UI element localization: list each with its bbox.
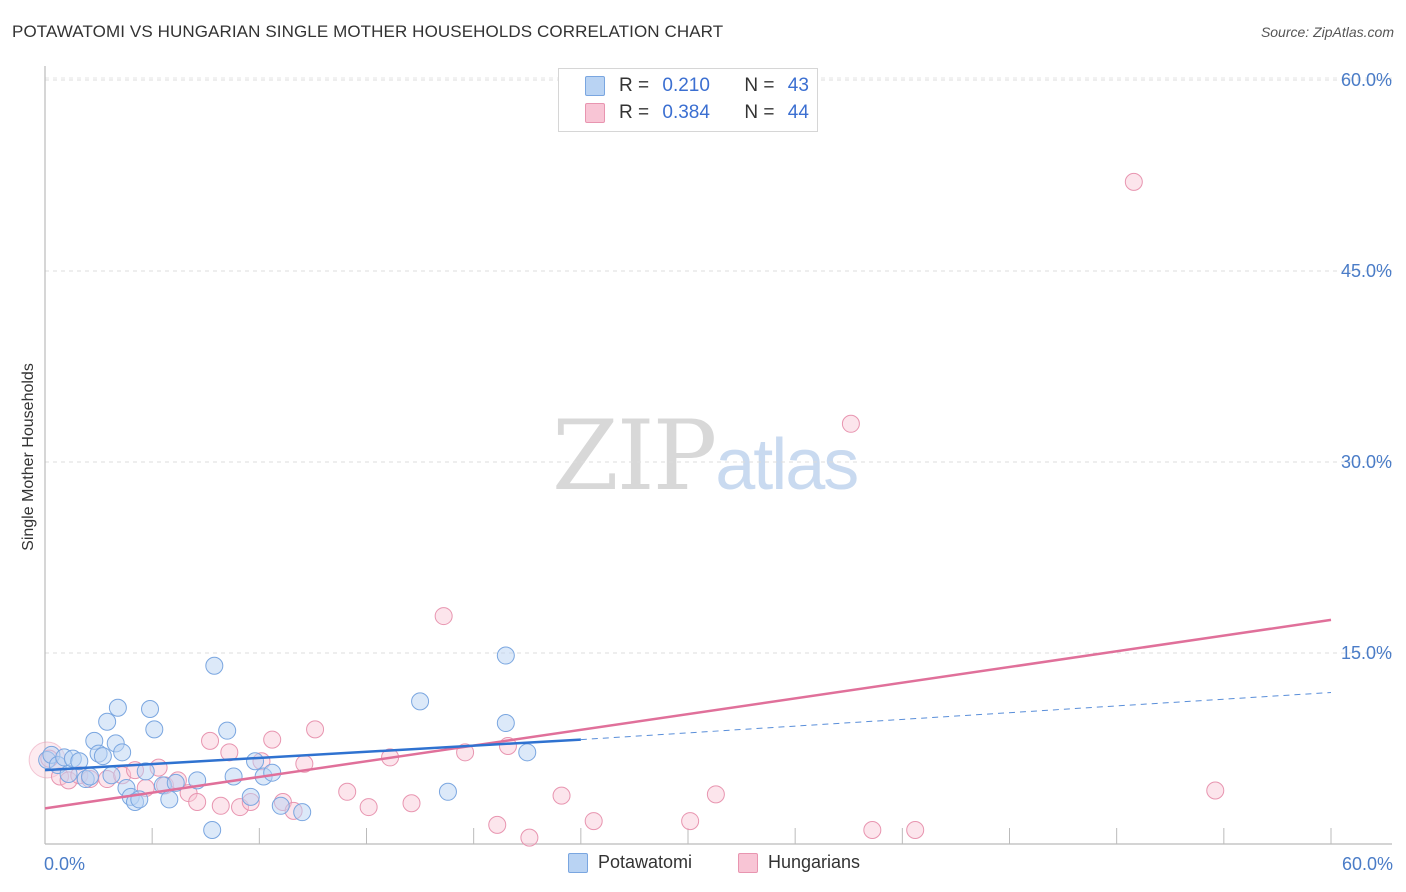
data-point — [201, 731, 220, 750]
data-point — [160, 790, 179, 809]
data-point — [218, 721, 237, 740]
x-tick-label: 60.0% — [1342, 854, 1393, 874]
data-point — [520, 828, 539, 847]
data-point — [205, 656, 224, 675]
data-point — [102, 766, 121, 785]
data-point — [188, 792, 207, 811]
bottom-legend-hungarians: Hungarians — [738, 852, 860, 873]
data-point — [141, 700, 160, 719]
data-point — [681, 812, 700, 831]
data-point — [98, 712, 117, 731]
data-point — [496, 646, 515, 665]
data-point — [81, 767, 100, 786]
data-point — [136, 762, 155, 781]
legend-r-label: R = — [619, 75, 650, 96]
data-point — [434, 607, 453, 626]
source-credit: Source: ZipAtlas.com — [1260, 24, 1394, 40]
data-point — [488, 815, 507, 834]
data-point — [1124, 172, 1143, 191]
data-point — [246, 752, 265, 771]
potawatomi-points — [38, 646, 537, 839]
data-point — [93, 747, 112, 766]
legend-n-label: N = — [744, 102, 775, 123]
data-point — [841, 414, 860, 433]
data-point — [271, 796, 290, 815]
data-point — [108, 698, 127, 717]
data-point — [411, 692, 430, 711]
data-point — [552, 786, 571, 805]
data-point — [359, 798, 378, 817]
data-point — [496, 714, 515, 733]
gridlines — [45, 77, 1392, 654]
hungarians-legend-swatch — [738, 852, 758, 873]
data-point — [263, 730, 282, 749]
y-tick-label: 45.0% — [1341, 261, 1392, 281]
watermark: ZIPatlas — [552, 400, 859, 512]
data-point — [113, 743, 132, 762]
y-tick-labels: 15.0% 30.0% 45.0% 60.0% — [1341, 70, 1392, 663]
potawatomi-legend-swatch — [568, 852, 588, 873]
data-point — [70, 752, 89, 771]
data-point — [706, 785, 725, 804]
watermark-zip: ZIP — [552, 400, 717, 512]
chart-title: POTAWATOMI VS HUNGARIAN SINGLE MOTHER HO… — [12, 22, 724, 41]
data-point — [263, 763, 282, 782]
potawatomi-swatch — [585, 76, 605, 96]
data-point — [584, 812, 603, 831]
data-point — [306, 720, 325, 739]
x-tick-labels: 0.0% 60.0% — [44, 854, 1393, 874]
bottom-legend-potawatomi: Potawatomi — [568, 852, 692, 873]
data-point — [145, 720, 164, 739]
legend-n-label: N = — [744, 75, 775, 96]
axes — [44, 66, 1392, 845]
watermark-atlas: atlas — [715, 425, 859, 505]
x-tick-label: 0.0% — [44, 854, 85, 874]
data-point — [518, 743, 537, 762]
legend-r-label: R = — [619, 102, 650, 123]
data-point — [166, 773, 185, 792]
data-point — [203, 820, 222, 839]
hungarians-points — [28, 172, 1225, 847]
x-ticks — [151, 828, 1332, 844]
legend-n-value: 44 — [787, 102, 809, 123]
y-tick-label: 30.0% — [1341, 452, 1392, 472]
potawatomi-legend-label: Potawatomi — [598, 852, 693, 872]
hungarians-legend-label: Hungarians — [768, 852, 861, 872]
data-point — [338, 782, 357, 801]
data-point — [1206, 781, 1225, 800]
data-point — [863, 820, 882, 839]
y-tick-label: 60.0% — [1341, 70, 1392, 90]
data-point — [402, 794, 421, 813]
legend-r-value: 0.384 — [662, 102, 710, 123]
potawatomi-trend-extension — [580, 691, 1332, 741]
legend-row-hungarians: R = 0.384 N = 44 — [585, 100, 809, 126]
data-point — [293, 803, 312, 822]
trend-lines — [44, 618, 1332, 810]
legend-r-value: 0.210 — [662, 75, 710, 96]
potawatomi-trend-line — [44, 738, 581, 772]
data-point — [211, 796, 230, 815]
correlation-legend: R = 0.210 N = 43 R = 0.384 N = 44 — [558, 68, 818, 132]
data-point — [438, 782, 457, 801]
hungarians-swatch — [585, 103, 605, 123]
legend-n-value: 43 — [787, 75, 809, 96]
hungarians-trend-line — [44, 618, 1332, 810]
legend-row-potawatomi: R = 0.210 N = 43 — [585, 73, 809, 99]
data-point — [906, 820, 925, 839]
data-point — [241, 787, 260, 806]
y-tick-label: 15.0% — [1341, 643, 1392, 663]
